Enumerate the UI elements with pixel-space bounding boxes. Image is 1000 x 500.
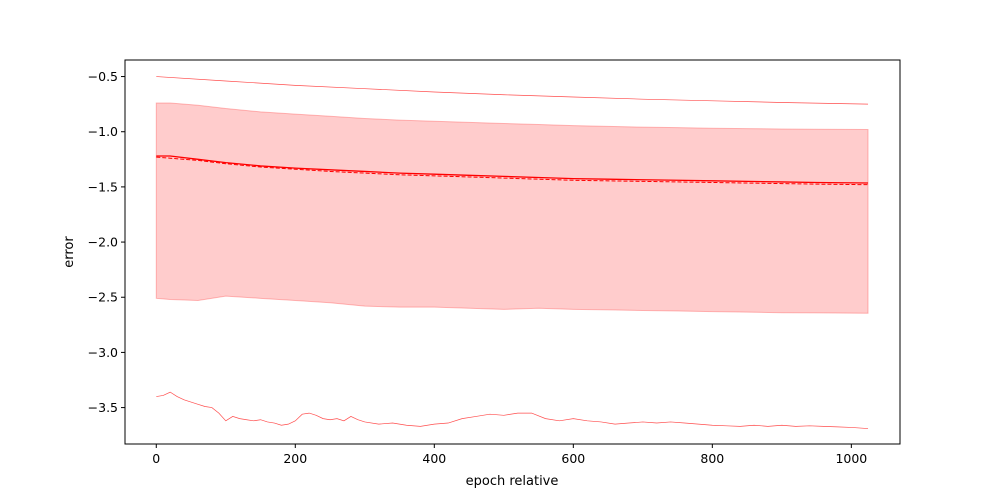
x-tick-label: 200 [283,451,307,466]
x-tick-label: 1000 [835,451,867,466]
series-line-4 [156,391,869,429]
y-tick-label: −1.0 [88,124,118,139]
y-tick-label: −0.5 [88,69,118,84]
series-line-3 [156,76,869,105]
x-axis-label: epoch relative [466,474,559,489]
y-tick-label: −3.0 [88,345,118,360]
x-tick-label: 800 [700,451,724,466]
y-axis-ticks: −3.5 −3.0 −2.5 −2.0 −1.5 −1.0 −0.5 [88,69,125,415]
x-tick-label: 600 [561,451,585,466]
y-axis-label: error [62,236,77,268]
y-tick-label: −2.0 [88,235,118,250]
series-layer [156,76,869,429]
series-line-1 [156,155,869,184]
plot-frame [124,59,901,445]
x-tick-label: 0 [152,451,160,466]
x-axis-ticks: 0 200 400 600 800 1000 [152,444,867,466]
x-tick-label: 400 [422,451,446,466]
series-line-2 [156,156,869,186]
error-band-layer [155,102,869,314]
y-tick-label: −1.5 [88,179,118,194]
error-band [155,102,869,314]
y-tick-label: −2.5 [88,290,118,305]
y-tick-label: −3.5 [88,400,118,415]
